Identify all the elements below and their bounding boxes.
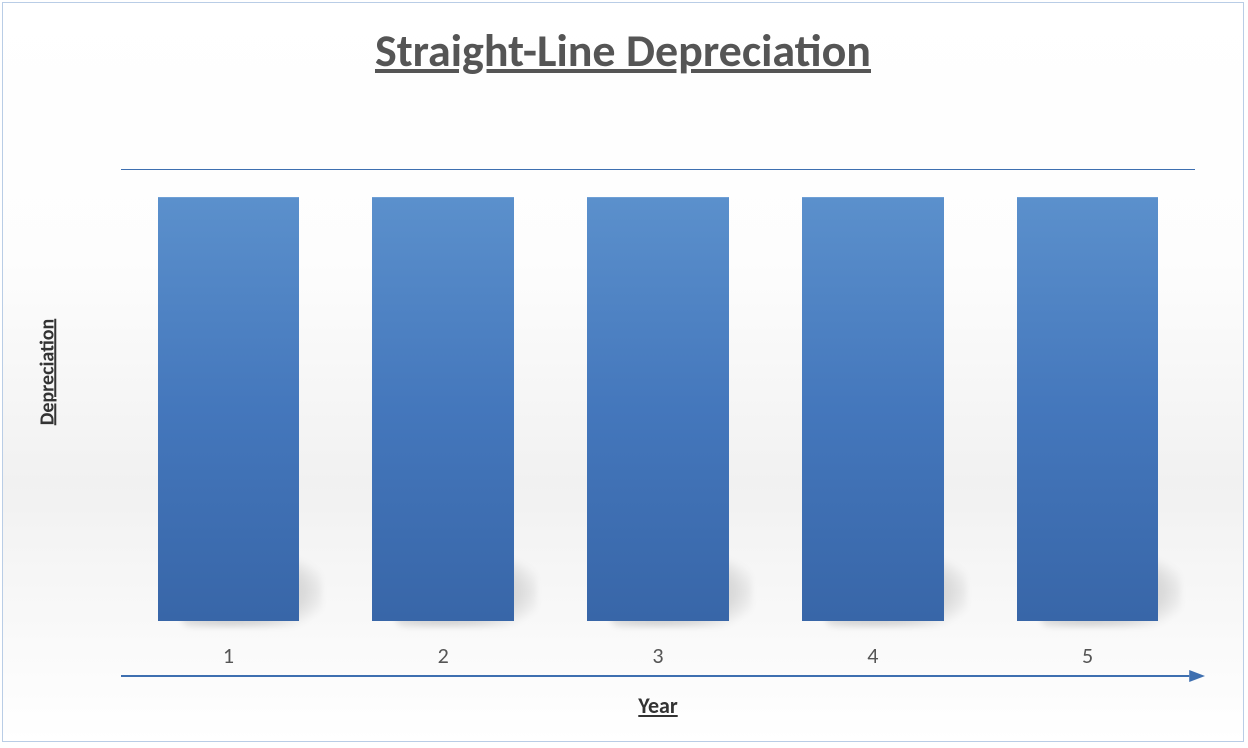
- y-axis-label-container: Depreciation: [17, 3, 77, 741]
- bar-slot: [551, 197, 766, 621]
- x-tick-label: 5: [980, 642, 1195, 669]
- bar: [587, 197, 729, 621]
- bar-slot: [121, 197, 336, 621]
- top-reference-line: [121, 169, 1195, 170]
- x-axis-label: Year: [121, 692, 1195, 719]
- x-tick-label: 1: [121, 642, 336, 669]
- bar: [158, 197, 300, 621]
- bar: [1017, 197, 1159, 621]
- bar: [802, 197, 944, 621]
- x-tick-labels: 12345: [121, 642, 1195, 669]
- bar-slot: [336, 197, 551, 621]
- x-axis-arrow: [121, 669, 1205, 683]
- x-tick-label: 3: [551, 642, 766, 669]
- x-tick-label: 2: [336, 642, 551, 669]
- x-tick-label: 4: [765, 642, 980, 669]
- bar-slot: [765, 197, 980, 621]
- bar-slot: [980, 197, 1195, 621]
- chart-title: Straight-Line Depreciation: [3, 23, 1243, 79]
- bars-container: [121, 197, 1195, 621]
- bar: [372, 197, 514, 621]
- y-axis-label: Depreciation: [35, 319, 59, 426]
- chart-frame: Straight-Line Depreciation Depreciation …: [2, 2, 1244, 742]
- plot-area: [121, 197, 1195, 621]
